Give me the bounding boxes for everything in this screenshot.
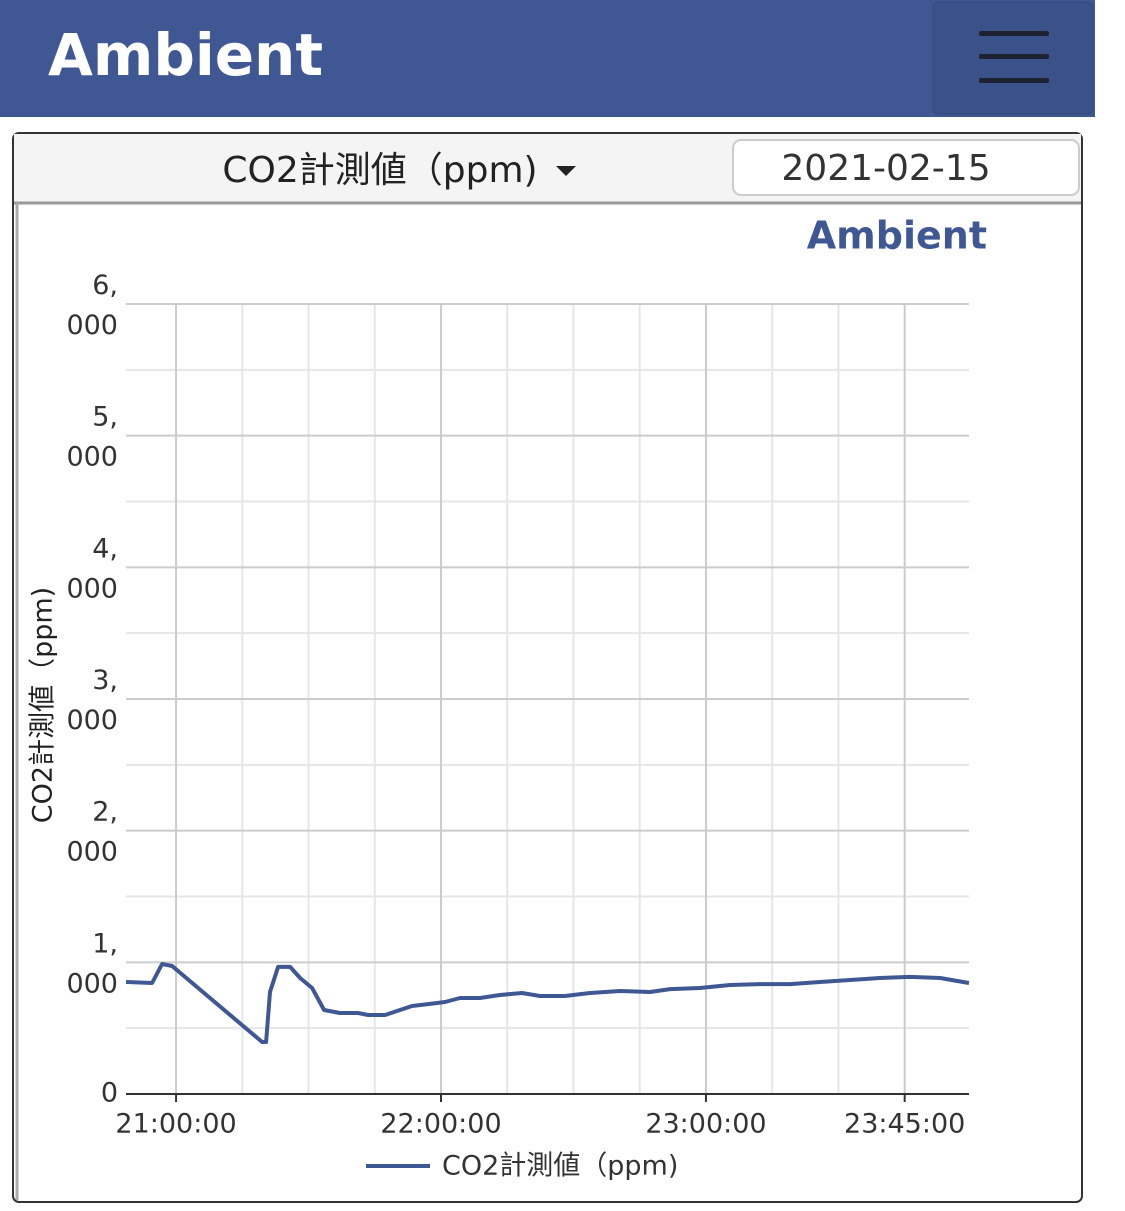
date-input[interactable]: [732, 139, 1080, 196]
y-tick-label: 4, 000: [66, 533, 118, 604]
menu-button[interactable]: [932, 1, 1094, 115]
x-tick-label: 21:00:00: [115, 1109, 236, 1140]
chart-logo: Ambient: [807, 214, 987, 258]
y-tick-label: 3, 000: [66, 665, 118, 736]
y-tick-label: 2, 000: [66, 796, 118, 867]
y-axis-title: CO2計測値（ppm): [28, 587, 59, 823]
legend-label: CO2計測値（ppm): [442, 1151, 678, 1182]
x-tick-label: 22:00:00: [380, 1109, 501, 1140]
y-tick-label: 0: [101, 1078, 118, 1109]
metric-selector[interactable]: CO2計測値（ppm): [222, 150, 537, 191]
header-bar: [0, 0, 1095, 117]
header-title: Ambient: [48, 21, 323, 89]
y-tick-label: 6, 000: [66, 270, 118, 341]
y-tick-label: 5, 000: [66, 401, 118, 472]
data-line: [125, 962, 970, 1044]
date-value[interactable]: 2021-02-15: [781, 148, 990, 189]
card: [12, 132, 1083, 1203]
x-tick-label: 23:00:00: [645, 1109, 766, 1140]
dropdown-arrow[interactable]: [556, 166, 576, 176]
y-tick-label: 1, 000: [66, 928, 118, 999]
x-tick-label: 23:45:00: [844, 1109, 965, 1140]
